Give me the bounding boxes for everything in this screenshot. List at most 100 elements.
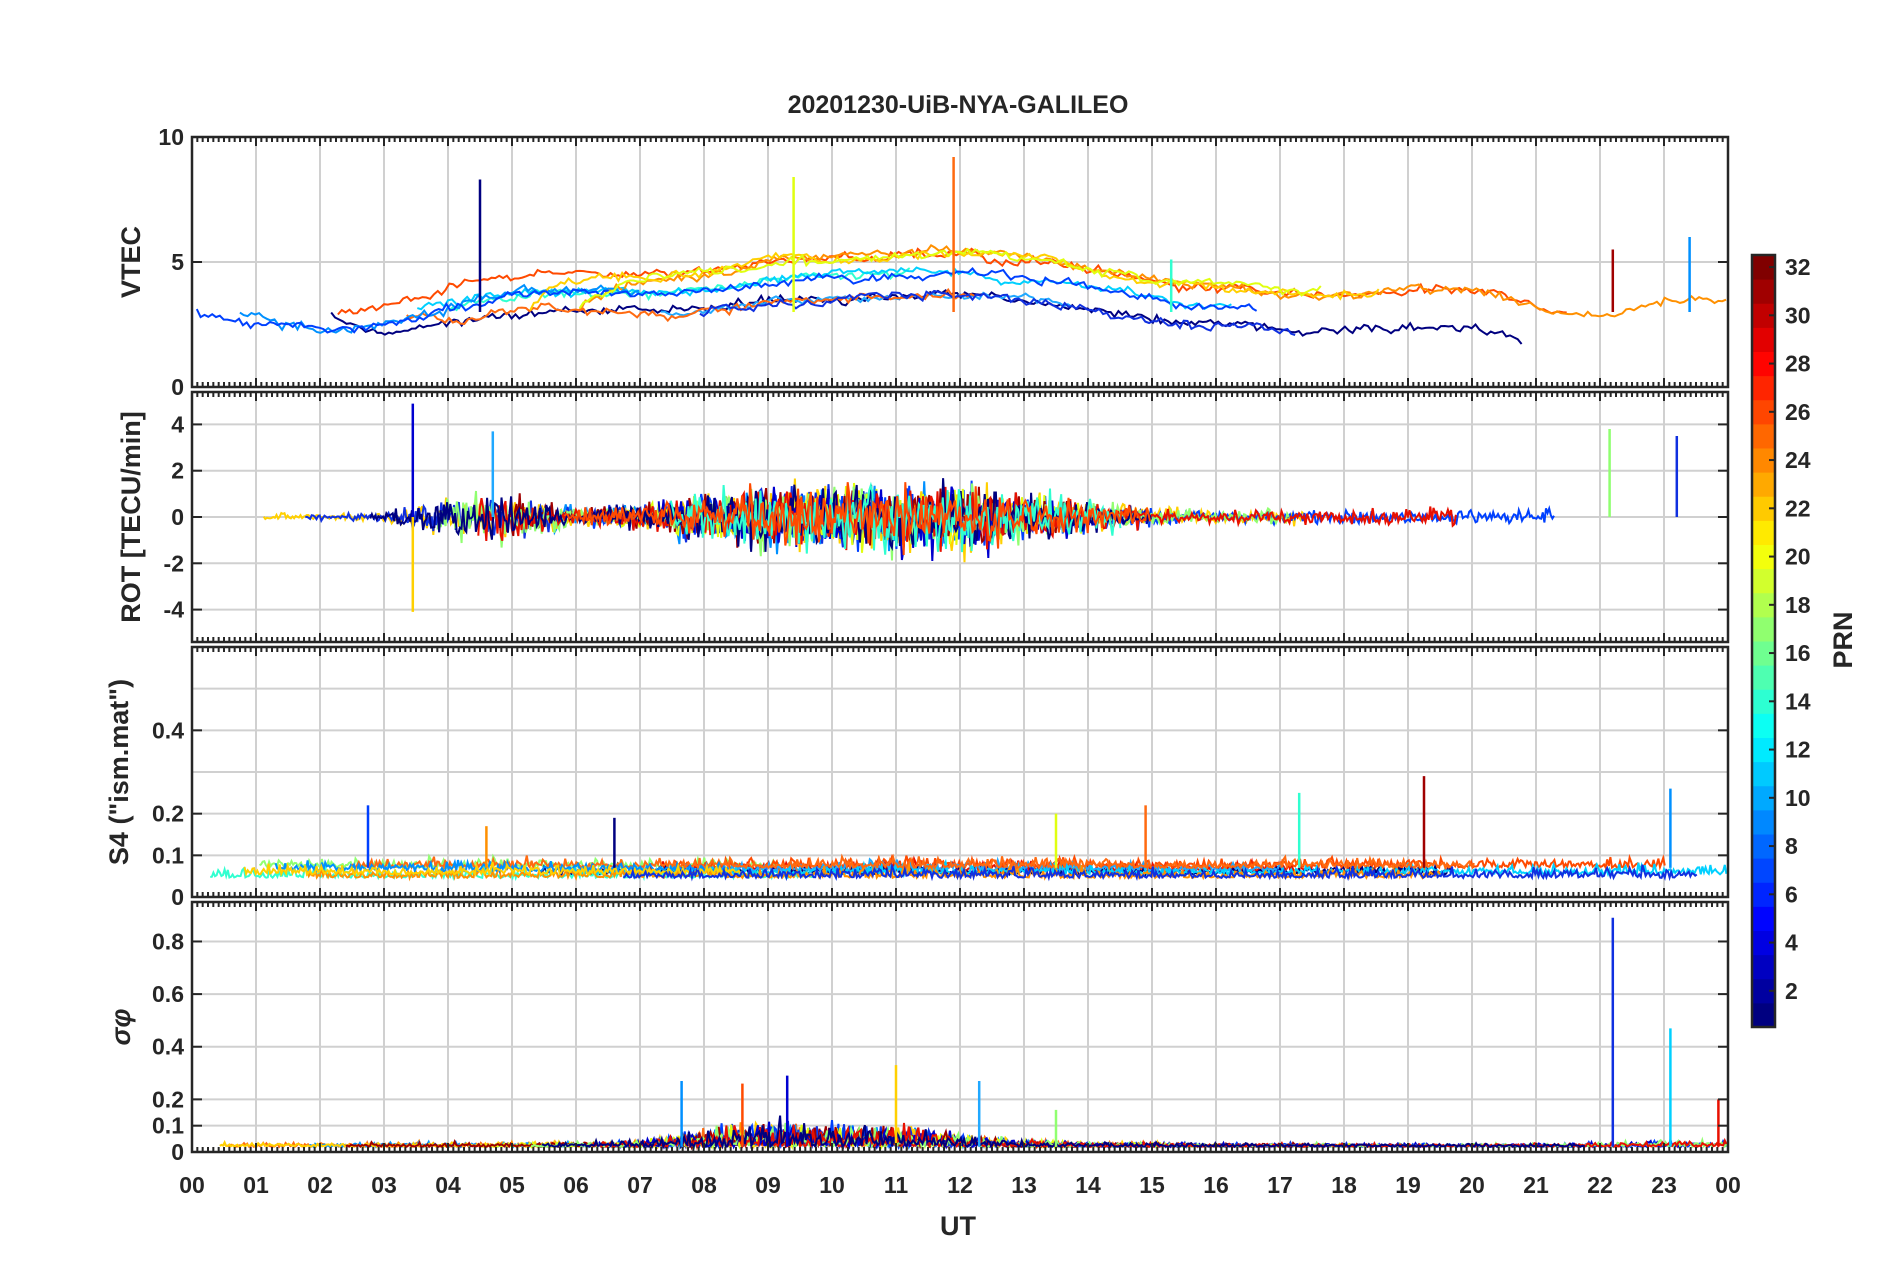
panel-rot: -4 -2 0 2 4 ROT [TECU/min]	[116, 390, 1730, 644]
colorbar-segment	[1752, 978, 1775, 1004]
x-tick-label: 03	[371, 1172, 397, 1198]
colorbar-tick-label: 18	[1785, 592, 1811, 618]
series-group-sigma_phi	[219, 917, 1728, 1151]
colorbar-segment	[1752, 906, 1775, 931]
y-tick-label: 0.4	[152, 1034, 184, 1060]
colorbar-tick-label: 30	[1785, 302, 1811, 328]
chart-title: 20201230-UiB-NYA-GALILEO	[788, 91, 1129, 119]
series-line	[406, 287, 976, 325]
y-tick-label: 10	[158, 124, 184, 150]
colorbar-segment	[1752, 809, 1775, 835]
series-line	[243, 861, 743, 878]
colorbar-segment	[1752, 399, 1775, 425]
y-tick-label: 5	[171, 249, 184, 275]
y-tick-label: 0.4	[152, 717, 184, 743]
x-axis: 00 01 02 03 04 05 06 07 08 09 10 11 12 13 14 15 16 17 18 19…	[179, 1172, 1741, 1198]
x-tick-label: 15	[1139, 1172, 1165, 1198]
x-tick-label: 04	[435, 1172, 461, 1198]
y-tick-label: -2	[164, 550, 184, 576]
colorbar-tick-label: 12	[1785, 737, 1811, 763]
x-tick-label: 09	[755, 1172, 781, 1198]
colorbar-segment	[1752, 568, 1775, 594]
colorbar-tick-label: 20	[1785, 544, 1811, 570]
colorbar-frame	[1750, 253, 1777, 1029]
colorbar-segment	[1752, 496, 1775, 521]
colorbar-segment	[1752, 834, 1775, 859]
x-tick-label: 11	[884, 1172, 909, 1198]
colorbar-segment	[1752, 375, 1775, 401]
colorbar-segment	[1752, 761, 1775, 787]
x-tick-label: 01	[243, 1172, 269, 1198]
colorbar-segment	[1752, 689, 1775, 714]
colorbar-tick-label: 24	[1785, 447, 1811, 473]
series-line	[259, 853, 779, 871]
x-tick-label: 20	[1459, 1172, 1485, 1198]
y-axis-label: σφ	[106, 1009, 136, 1046]
y-tick-label: 0.2	[152, 801, 184, 827]
x-tick-label: 00	[179, 1172, 205, 1198]
x-tick-label: 16	[1203, 1172, 1229, 1198]
panel-vtec: 0 5 10 VTEC	[116, 124, 1730, 400]
colorbar-segment	[1752, 641, 1775, 666]
y-tick-label: 0.1	[152, 842, 184, 868]
x-tick-label: 06	[563, 1172, 589, 1198]
colorbar-tick-label: 6	[1785, 881, 1798, 907]
colorbar-segment	[1752, 448, 1775, 473]
colorbar-segment	[1752, 520, 1775, 545]
x-tick-label: 00	[1715, 1172, 1741, 1198]
colorbar-segment	[1752, 665, 1775, 690]
colorbar-segment	[1752, 544, 1775, 570]
colorbar-segment	[1752, 737, 1775, 763]
colorbar-segment	[1752, 327, 1775, 352]
colorbar-segment	[1752, 592, 1775, 618]
colorbar-segment	[1752, 616, 1775, 642]
x-tick-label: 12	[947, 1172, 973, 1198]
colorbar-label: PRN	[1828, 611, 1858, 668]
colorbar-segment	[1752, 303, 1775, 328]
x-tick-label: 23	[1651, 1172, 1677, 1198]
y-tick-label: 0.2	[152, 1086, 184, 1112]
x-tick-label: 08	[691, 1172, 717, 1198]
colorbar-tick-label: 26	[1785, 399, 1811, 425]
y-tick-label: 4	[171, 411, 184, 437]
colorbar-segment	[1752, 472, 1775, 497]
series-line	[274, 858, 730, 875]
colorbar-segment	[1752, 954, 1775, 980]
colorbar-tick-label: 16	[1785, 640, 1811, 666]
colorbar-tick-label: 10	[1785, 785, 1811, 811]
y-tick-label: 0	[171, 504, 184, 530]
series-line	[660, 291, 1073, 317]
x-tick-label: 21	[1523, 1172, 1549, 1198]
y-tick-label: 2	[171, 458, 184, 484]
x-tick-label: 18	[1331, 1172, 1357, 1198]
series-line	[350, 853, 1475, 872]
x-tick-label: 07	[627, 1172, 653, 1198]
colorbar-segment	[1752, 1002, 1775, 1028]
x-tick-label: 05	[499, 1172, 525, 1198]
x-tick-label: 02	[307, 1172, 333, 1198]
series-line	[699, 289, 1296, 337]
y-tick-label: 0	[171, 374, 184, 400]
y-axis-label: S4 ("ism.mat")	[104, 679, 134, 865]
x-tick-label: 14	[1075, 1172, 1101, 1198]
y-tick-label: 0.8	[152, 928, 184, 954]
x-tick-label: 10	[819, 1172, 845, 1198]
series-line	[622, 862, 1698, 882]
colorbar-tick-label: 22	[1785, 495, 1811, 521]
colorbar-segment	[1752, 351, 1775, 377]
colorbar-tick-label: 2	[1785, 978, 1798, 1004]
colorbar-tick-label: 4	[1785, 930, 1798, 956]
colorbar-segment	[1752, 255, 1775, 280]
series-line	[541, 1115, 1586, 1150]
colorbar-tick-label: 28	[1785, 351, 1811, 377]
x-axis-label: UT	[940, 1211, 976, 1241]
colorbar-segment	[1752, 930, 1775, 956]
series-line	[195, 267, 1258, 334]
y-axis-label: VTEC	[116, 226, 146, 298]
series-line	[337, 247, 1567, 316]
series-line	[417, 266, 1232, 311]
x-tick-label: 22	[1587, 1172, 1613, 1198]
